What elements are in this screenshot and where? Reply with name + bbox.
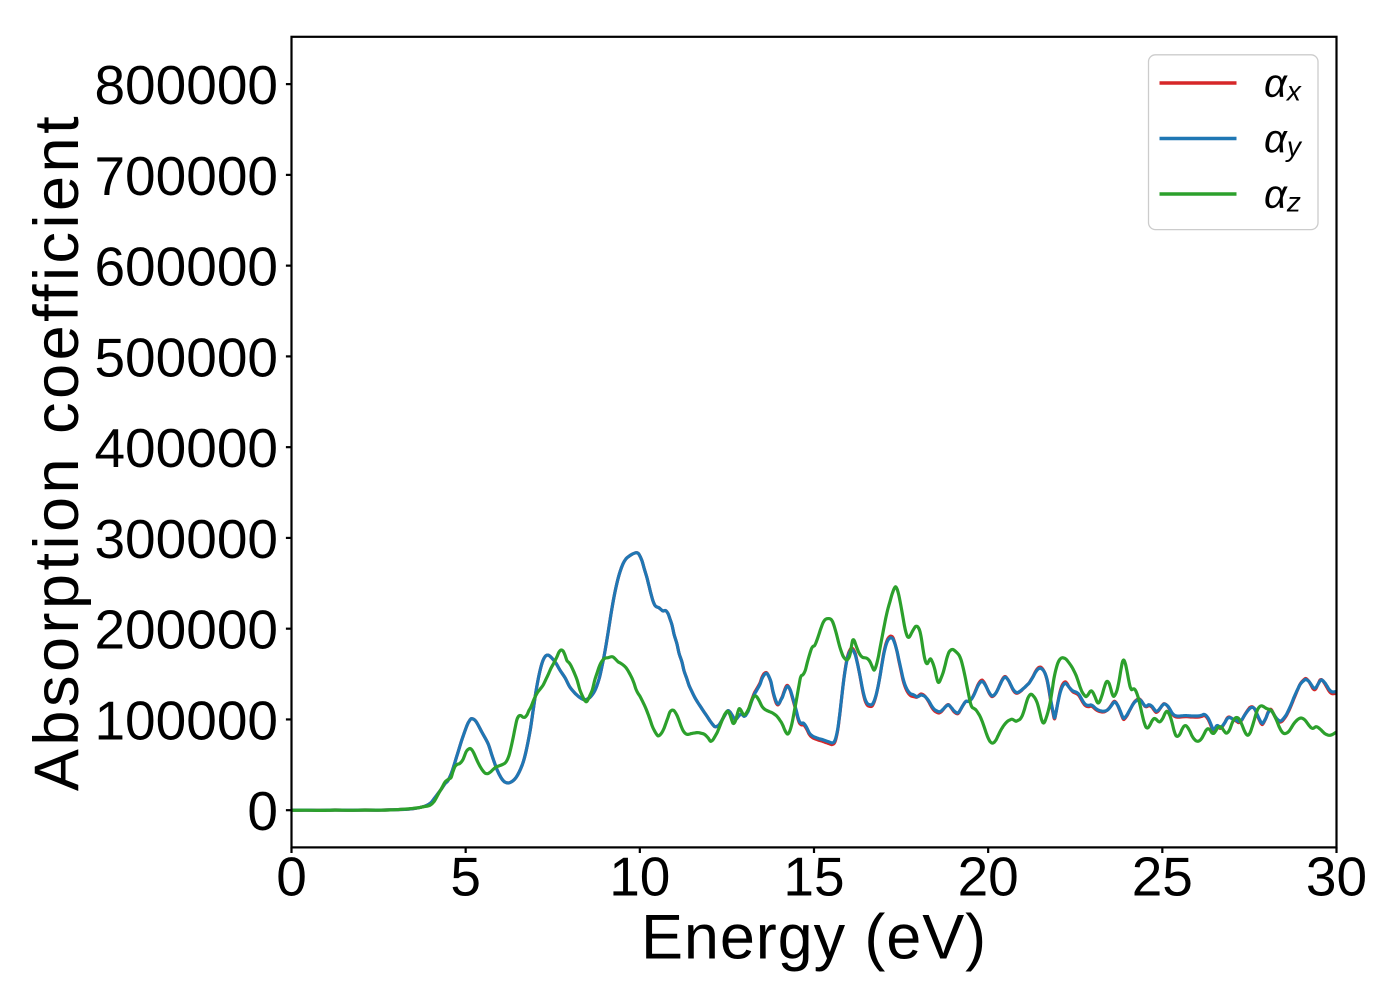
svg-text:Absorption coefficient: Absorption coefficient [22,113,92,791]
svg-text:400000: 400000 [94,417,278,479]
svg-text:0: 0 [247,780,278,842]
svg-text:300000: 300000 [94,508,278,570]
svg-text:0: 0 [276,846,307,908]
svg-text:600000: 600000 [94,236,278,298]
svg-text:500000: 500000 [94,326,278,388]
svg-text:800000: 800000 [94,54,278,116]
svg-text:15: 15 [783,846,844,908]
svg-text:700000: 700000 [94,145,278,207]
svg-text:Energy (eV): Energy (eV) [641,903,987,973]
svg-text:25: 25 [1132,846,1193,908]
svg-text:20: 20 [958,846,1019,908]
svg-text:10: 10 [609,846,670,908]
svg-text:30: 30 [1306,846,1367,908]
svg-text:200000: 200000 [94,599,278,661]
svg-text:5: 5 [450,846,481,908]
svg-text:100000: 100000 [94,689,278,751]
